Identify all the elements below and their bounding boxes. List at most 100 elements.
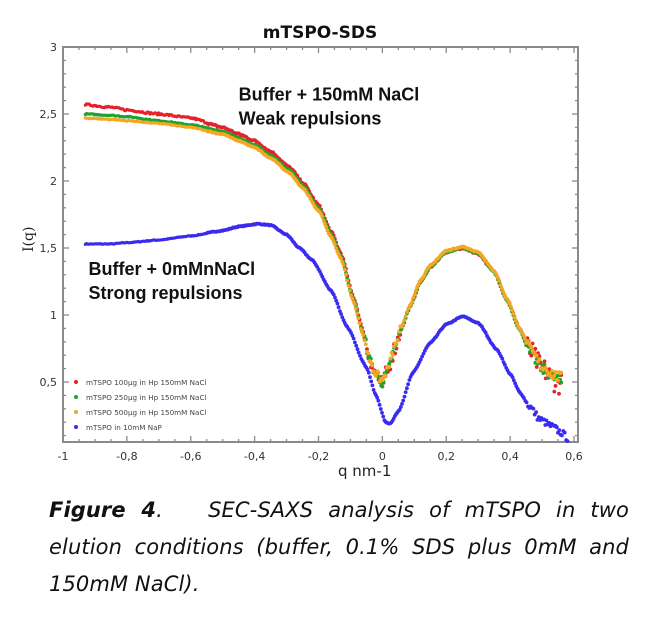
data-point xyxy=(345,278,350,283)
data-point xyxy=(365,367,370,372)
data-point xyxy=(387,365,392,369)
data-point xyxy=(339,256,343,261)
x-tick-label: -0,2 xyxy=(308,450,329,463)
data-point xyxy=(500,356,505,361)
data-point xyxy=(369,360,373,365)
data-point xyxy=(534,410,538,415)
data-point xyxy=(401,322,405,327)
legend-marker xyxy=(74,395,78,399)
data-point xyxy=(365,347,369,351)
data-point xyxy=(341,262,346,267)
data-point xyxy=(552,389,557,394)
data-point xyxy=(497,279,502,283)
data-point xyxy=(358,354,362,358)
figure-caption: Figure 4. SEC-SAXS analysis of mTSPO in … xyxy=(49,492,629,603)
data-point xyxy=(565,439,570,443)
x-tick-labels: -1 -0,8 -0,6 -0,4 -0,2 0 0,2 0,4 0,6 xyxy=(58,450,583,463)
data-point xyxy=(414,288,418,293)
x-tick-label: -0,6 xyxy=(180,450,201,463)
data-point xyxy=(553,384,558,388)
data-point xyxy=(411,295,416,300)
data-point xyxy=(422,273,427,278)
data-point xyxy=(324,225,329,230)
data-point xyxy=(334,298,339,303)
data-point xyxy=(371,369,376,373)
legend-marker xyxy=(74,425,78,429)
data-point xyxy=(340,315,345,320)
data-point xyxy=(531,406,536,411)
legend-marker xyxy=(74,380,78,384)
data-point xyxy=(529,353,534,358)
caption-punct: . xyxy=(156,498,163,522)
data-point xyxy=(550,369,554,373)
data-point xyxy=(325,228,330,233)
data-point xyxy=(321,218,326,223)
data-point xyxy=(501,289,505,294)
y-tick-label: 0,5 xyxy=(40,376,58,389)
data-point xyxy=(380,384,385,389)
data-point xyxy=(394,341,399,346)
data-point xyxy=(351,336,356,341)
x-tick-label: -0,4 xyxy=(244,450,265,463)
data-point xyxy=(554,425,559,430)
legend-marker xyxy=(74,410,78,414)
data-point xyxy=(402,318,407,323)
data-point xyxy=(410,299,415,304)
series-1 xyxy=(83,112,564,389)
data-point xyxy=(320,214,325,219)
data-point xyxy=(356,316,361,321)
annotation: Buffer + 150mM NaCl xyxy=(239,85,420,105)
legend: mTSPO 100µg in Hp 150mM NaCl mTSPO 250µg … xyxy=(74,378,206,432)
data-point xyxy=(511,378,516,383)
data-point xyxy=(347,288,352,293)
data-point xyxy=(376,398,381,403)
data-point xyxy=(338,309,342,313)
series-0 xyxy=(83,102,564,396)
data-point xyxy=(363,342,368,347)
data-point xyxy=(336,305,341,310)
data-point xyxy=(551,376,555,381)
y-tick-label: 2,5 xyxy=(40,108,58,121)
data-point xyxy=(334,246,338,251)
data-point xyxy=(366,370,371,375)
data-point xyxy=(346,283,351,288)
caption-text: SEC-SAXS analysis of mTSPO in two elutio… xyxy=(49,498,629,596)
data-point xyxy=(369,379,374,384)
data-point xyxy=(380,410,384,415)
data-point xyxy=(350,296,355,301)
x-tick-label: 0,6 xyxy=(565,450,583,463)
data-point xyxy=(544,418,549,423)
data-point xyxy=(323,222,327,226)
data-point xyxy=(400,402,404,406)
data-point xyxy=(535,418,540,422)
data-point xyxy=(357,321,362,326)
data-point xyxy=(510,308,514,313)
data-point xyxy=(502,292,507,297)
data-point xyxy=(342,267,347,272)
y-tick-labels: 0,5 1 1,5 2 2,5 3 xyxy=(40,41,58,389)
data-point xyxy=(358,327,363,331)
data-point xyxy=(508,304,513,309)
axis-ticks xyxy=(62,46,578,442)
data-point xyxy=(352,302,357,307)
data-point xyxy=(366,351,371,356)
x-tick-label: -0,8 xyxy=(116,450,137,463)
data-point xyxy=(368,375,372,379)
data-point xyxy=(560,433,564,438)
data-point xyxy=(353,340,357,345)
data-point xyxy=(420,354,424,359)
data-point xyxy=(374,373,378,378)
data-point xyxy=(335,301,340,306)
x-tick-label: 0,2 xyxy=(438,450,456,463)
data-point xyxy=(333,295,337,300)
y-axis-label: I(q) xyxy=(21,227,37,252)
data-point xyxy=(403,390,408,394)
data-point xyxy=(556,378,560,383)
data-point xyxy=(402,394,407,399)
data-point xyxy=(361,333,366,337)
data-point xyxy=(331,292,336,297)
annotations: Buffer + 150mM NaCl Weak repulsions Buffer… xyxy=(89,85,420,303)
data-point xyxy=(562,430,567,435)
data-point xyxy=(390,353,395,357)
data-point xyxy=(515,321,520,326)
